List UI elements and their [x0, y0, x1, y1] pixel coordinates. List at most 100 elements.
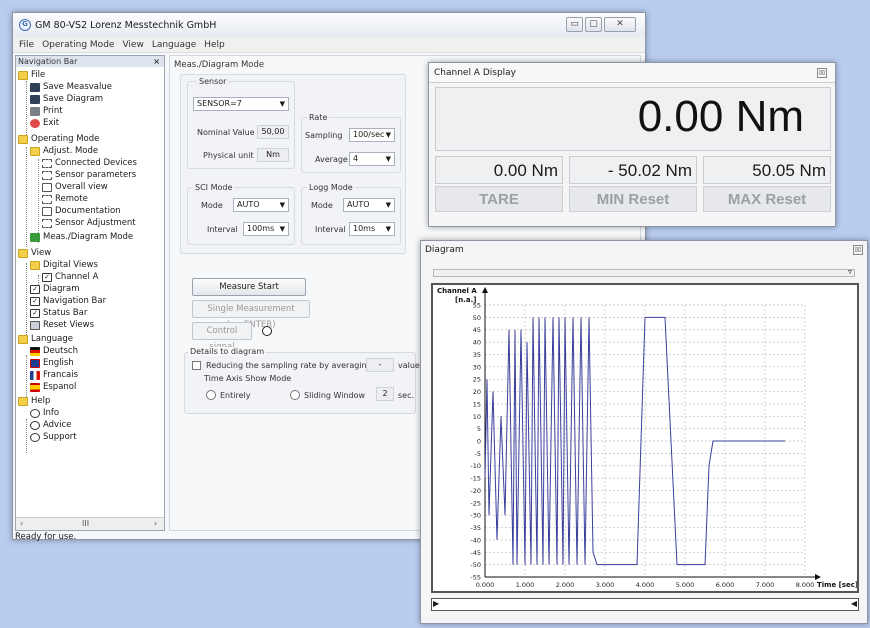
nav-item-channel-a[interactable]: ✓ Channel A [42, 271, 98, 283]
nav-item-remote[interactable]: Remote [42, 193, 88, 205]
checkbox-icon[interactable]: ✓ [30, 296, 40, 306]
navigation-close-button[interactable]: × [153, 57, 160, 66]
y-axis-label: Channel A [437, 287, 477, 295]
nav-item-info[interactable]: Info [30, 407, 59, 419]
nav-item-sensor-parameters[interactable]: Sensor parameters [42, 169, 136, 181]
nav-item-operating-mode[interactable]: Operating Mode [18, 133, 99, 145]
logg-mode-select[interactable]: AUTO ▼ [343, 198, 395, 212]
checkbox-icon[interactable]: ✓ [42, 272, 52, 282]
scroll-left-icon[interactable]: ▶ [433, 599, 440, 608]
menu-operating-mode[interactable]: Operating Mode [42, 39, 115, 50]
sensor-select[interactable]: SENSOR=7 ▼ [193, 97, 289, 111]
diagram-title: Diagram [425, 245, 464, 255]
sci-mode-select[interactable]: AUTO ▼ [233, 198, 289, 212]
scroll-right-icon[interactable]: ◀ [850, 599, 857, 608]
nav-item-exit[interactable]: Exit [30, 117, 59, 129]
diagram-bottom-scrollbar[interactable]: ▶ ◀ [431, 598, 859, 611]
panel-title: Meas./Diagram Mode [174, 60, 265, 70]
nav-item-save-diagram[interactable]: Save Diagram [30, 93, 103, 105]
nav-item-francais[interactable]: Francais [30, 369, 78, 381]
navigation-horizontal-scrollbar[interactable]: ‹ III › [16, 517, 164, 530]
y-tick-label: -15 [470, 475, 481, 483]
box-icon [42, 182, 52, 192]
menu-file[interactable]: File [19, 39, 35, 50]
info-icon [30, 420, 40, 430]
nav-item-save-measvalue[interactable]: Save Measvalue [30, 81, 112, 93]
nav-item-file[interactable]: File [18, 69, 45, 81]
reduce-values-field[interactable]: - [366, 358, 394, 372]
nav-item-help[interactable]: Help [18, 395, 50, 407]
nav-item-connected-devices[interactable]: Connected Devices [42, 157, 137, 169]
scroll-right-icon[interactable]: › [154, 519, 158, 528]
checkbox-icon[interactable]: ✓ [30, 308, 40, 318]
folder-icon [18, 334, 28, 344]
nav-item-deutsch[interactable]: Deutsch [30, 345, 78, 357]
nav-item-view[interactable]: View [18, 247, 51, 259]
diagram-top-slider[interactable]: ▿ [433, 267, 855, 277]
nav-item-status-bar[interactable]: ✓ Status Bar [30, 307, 87, 319]
nav-item-sensor-adjustment[interactable]: Sensor Adjustment [42, 217, 136, 229]
box-icon [42, 206, 52, 216]
menu-language[interactable]: Language [151, 39, 197, 50]
scroll-thumb[interactable]: III [82, 519, 90, 528]
sliding-window-radio[interactable] [290, 390, 300, 400]
nav-item-reset-views[interactable]: Reset Views [30, 319, 94, 331]
nav-item-support[interactable]: Support [30, 431, 77, 443]
single-measurement-button[interactable]: Single Measurement (=>ENTER) [192, 300, 310, 330]
min-reset-button[interactable]: MIN Reset [569, 186, 697, 212]
exit-icon [30, 118, 40, 128]
sci-interval-select[interactable]: 100ms ▼ [243, 222, 289, 236]
nav-item-diagram[interactable]: ✓ Diagram [30, 283, 80, 295]
x-tick-label: 8.000 [796, 581, 815, 589]
logg-interval-select[interactable]: 10ms ▼ [349, 222, 395, 236]
menu-view[interactable]: View [122, 39, 144, 50]
nav-item-advice[interactable]: Advice [30, 419, 71, 431]
entirely-radio[interactable] [206, 390, 216, 400]
minimize-button[interactable]: ▭ [566, 17, 583, 32]
checkbox-icon[interactable]: ✓ [30, 284, 40, 294]
tool-icon [42, 218, 52, 228]
nav-item-digital-views[interactable]: Digital Views [30, 259, 98, 271]
min-value-display: - 50.02 Nm [569, 156, 697, 184]
maximize-button[interactable]: ▢ [585, 17, 602, 32]
channel-a-title: Channel A Display [434, 68, 517, 78]
sensor-group-label: Sensor [197, 77, 229, 86]
average-select[interactable]: 4 ▼ [349, 152, 395, 166]
nominal-value-label: Nominal Value [197, 128, 255, 137]
y-tick-label: -25 [470, 499, 481, 507]
y-axis-arrow-icon [482, 287, 488, 293]
save-icon [30, 82, 40, 92]
nav-item-adjust-mode[interactable]: Adjust. Mode [30, 145, 98, 157]
nav-item-print[interactable]: Print [30, 105, 63, 117]
slider-thumb-icon[interactable]: ▿ [847, 267, 852, 276]
sliding-window-field[interactable]: 2 [376, 387, 394, 401]
close-button[interactable]: ✕ [604, 17, 636, 32]
nav-item-english[interactable]: English [30, 357, 74, 369]
channel-a-close-button[interactable]: ☒ [817, 68, 827, 78]
control-signal-button[interactable]: Control signal [192, 322, 252, 352]
nav-item-navigation-bar[interactable]: ✓ Navigation Bar [30, 295, 106, 307]
x-tick-label: 1.000 [516, 581, 535, 589]
nav-item-espanol[interactable]: Espanol [30, 381, 76, 393]
tare-button[interactable]: TARE [435, 186, 563, 212]
channel-a-window: Channel A Display ☒ 0.00 Nm 0.00 Nm - 50… [428, 62, 836, 227]
nav-item-overall-view[interactable]: Overall view [42, 181, 108, 193]
max-reset-button[interactable]: MAX Reset [703, 186, 831, 212]
nav-item-meas-diagram-mode[interactable]: Meas./Diagram Mode [30, 231, 133, 243]
y-tick-label: -35 [470, 524, 481, 532]
y-tick-label: -30 [470, 512, 481, 520]
flag-fr-icon [30, 370, 40, 380]
nominal-value-field: 50,00 [257, 125, 289, 139]
sampling-select[interactable]: 100/sec ▼ [349, 128, 395, 142]
y-tick-label: 25 [473, 376, 481, 384]
diagram-close-button[interactable]: ☒ [853, 245, 863, 255]
folder-icon [18, 134, 28, 144]
scroll-left-icon[interactable]: ‹ [20, 519, 24, 528]
nav-item-documentation[interactable]: Documentation [42, 205, 121, 217]
menu-help[interactable]: Help [204, 39, 225, 50]
y-tick-label: -10 [470, 462, 481, 470]
measure-start-button[interactable]: Measure Start [192, 278, 306, 296]
y-tick-label: 5 [477, 425, 481, 433]
nav-item-language[interactable]: Language [18, 333, 73, 345]
reduce-sampling-checkbox[interactable] [192, 361, 201, 370]
